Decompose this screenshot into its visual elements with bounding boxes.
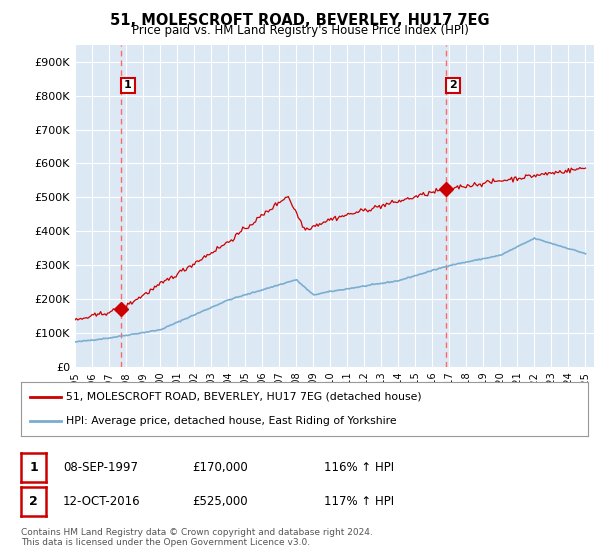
Text: HPI: Average price, detached house, East Riding of Yorkshire: HPI: Average price, detached house, East… <box>67 416 397 426</box>
Text: 2: 2 <box>449 81 457 91</box>
Text: Contains HM Land Registry data © Crown copyright and database right 2024.
This d: Contains HM Land Registry data © Crown c… <box>21 528 373 547</box>
Text: 1: 1 <box>29 461 38 474</box>
Text: £525,000: £525,000 <box>192 494 248 508</box>
Text: Price paid vs. HM Land Registry's House Price Index (HPI): Price paid vs. HM Land Registry's House … <box>131 24 469 37</box>
Text: 51, MOLESCROFT ROAD, BEVERLEY, HU17 7EG (detached house): 51, MOLESCROFT ROAD, BEVERLEY, HU17 7EG … <box>67 392 422 402</box>
Text: 51, MOLESCROFT ROAD, BEVERLEY, HU17 7EG: 51, MOLESCROFT ROAD, BEVERLEY, HU17 7EG <box>110 13 490 28</box>
Text: £170,000: £170,000 <box>192 461 248 474</box>
Text: 2: 2 <box>29 494 38 508</box>
Text: 117% ↑ HPI: 117% ↑ HPI <box>324 494 394 508</box>
Text: 08-SEP-1997: 08-SEP-1997 <box>63 461 138 474</box>
Text: 116% ↑ HPI: 116% ↑ HPI <box>324 461 394 474</box>
Text: 1: 1 <box>124 81 132 91</box>
Text: 12-OCT-2016: 12-OCT-2016 <box>63 494 140 508</box>
